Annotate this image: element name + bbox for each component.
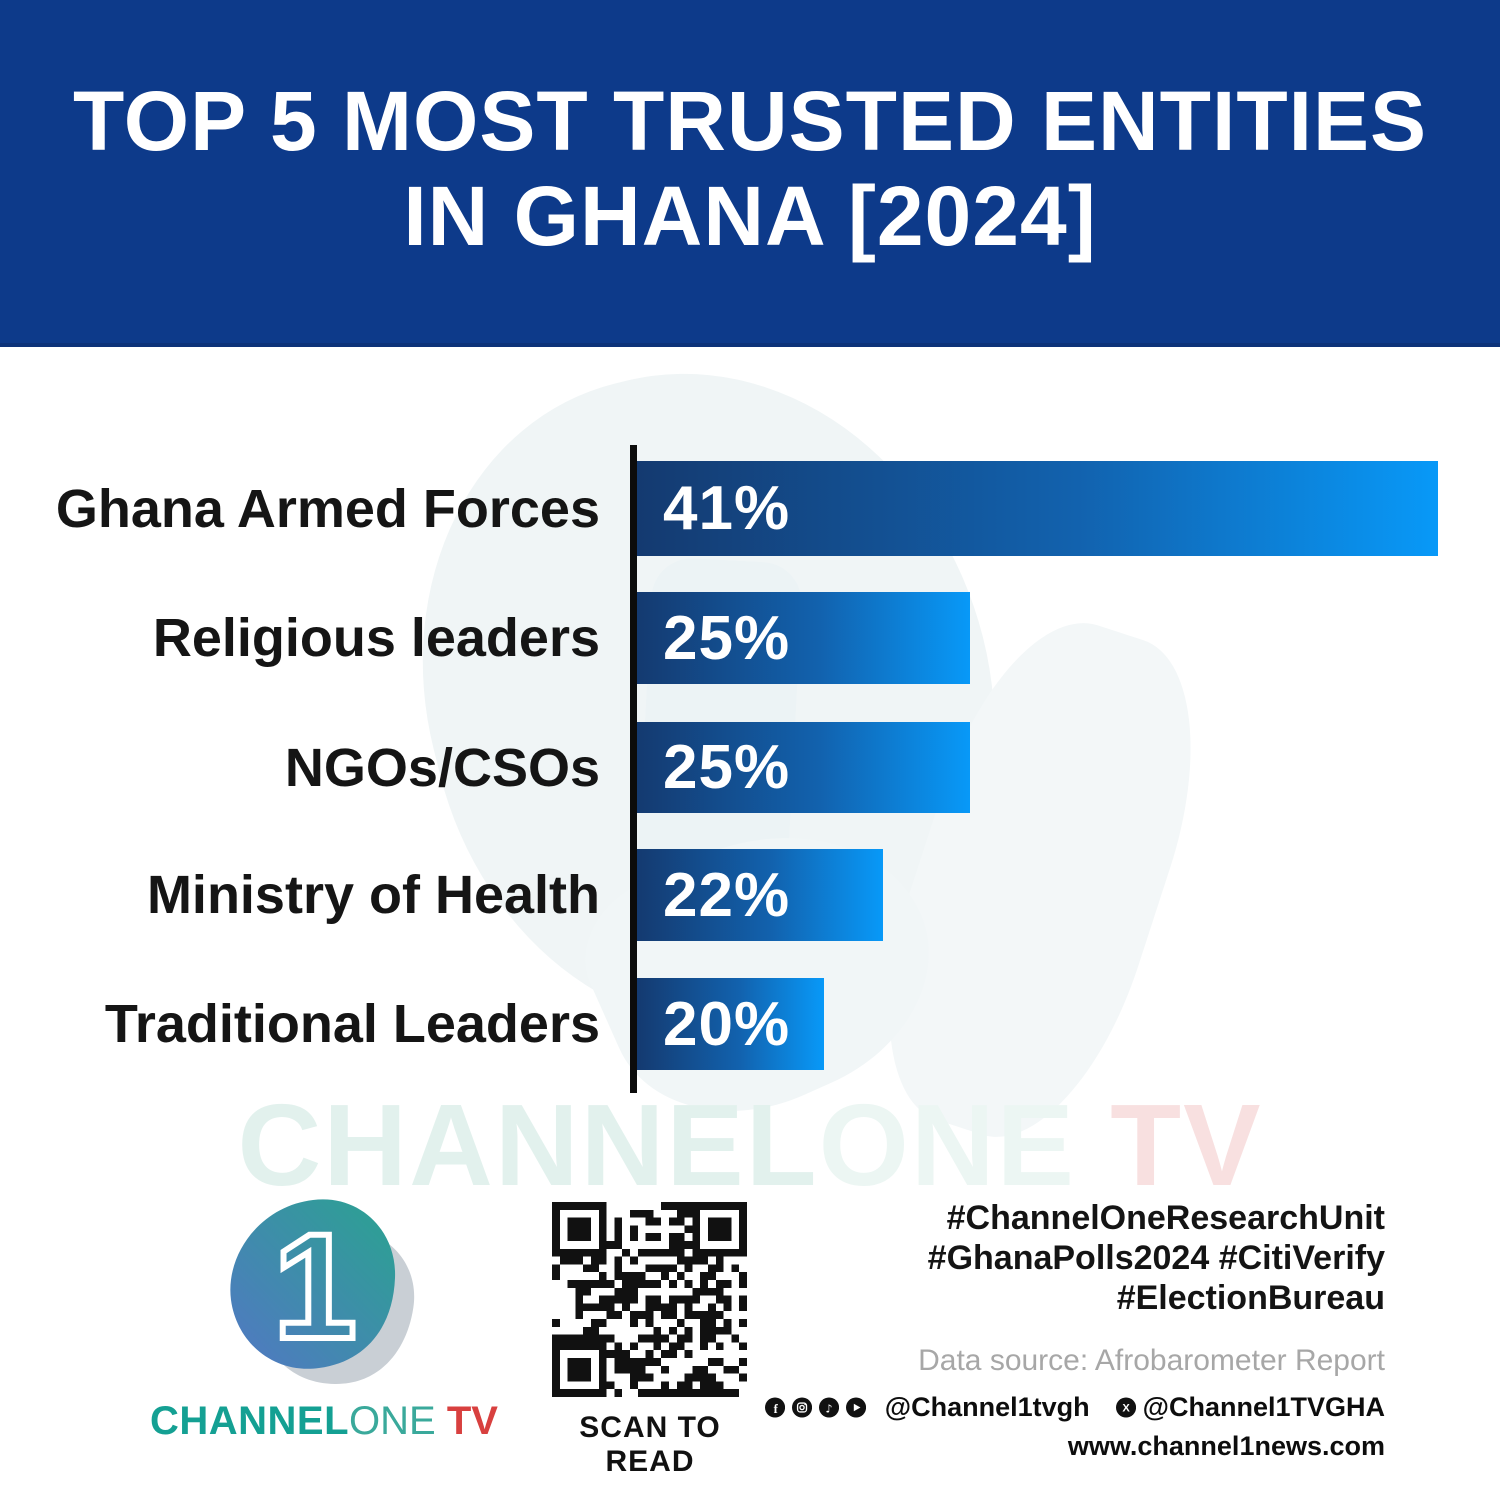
header-banner: TOP 5 MOST TRUSTED ENTITIES IN GHANA [20… bbox=[0, 0, 1500, 347]
channel-one-logo-icon: 1 bbox=[230, 1199, 415, 1384]
bar-value: 41% bbox=[663, 474, 791, 543]
hashtags-line-2: #GhanaPolls2024 #CitiVerify bbox=[927, 1239, 1385, 1277]
youtube-icon bbox=[846, 1397, 867, 1418]
bar-label: Traditional Leaders bbox=[104, 994, 600, 1054]
channel-one-logo: 1 CHANNELONE TV bbox=[150, 1192, 498, 1444]
qr-caption: SCAN TO READ bbox=[579, 1411, 721, 1478]
website-url: www.channel1news.com bbox=[1067, 1431, 1385, 1461]
social-handle-2: @Channel1TVGHA bbox=[1142, 1392, 1385, 1422]
footer-info-block: #ChannelOneResearchUnit #GhanaPolls2024 … bbox=[765, 1198, 1385, 1462]
tiktok-icon: ♪ bbox=[819, 1397, 840, 1418]
hashtags-line-3: #ElectionBureau bbox=[1116, 1279, 1385, 1317]
bar-religious-leaders: 25% bbox=[637, 592, 970, 684]
page-title: TOP 5 MOST TRUSTED ENTITIES IN GHANA [20… bbox=[73, 74, 1427, 262]
bar-label: Ghana Armed Forces bbox=[55, 478, 600, 539]
brand-one: ONE bbox=[349, 1399, 436, 1443]
hashtags-line-1: #ChannelOneResearchUnit bbox=[946, 1199, 1385, 1237]
svg-text:X: X bbox=[1122, 1403, 1130, 1415]
svg-text:♪: ♪ bbox=[826, 1402, 833, 1415]
logo-brand-text: CHANNELONE TV bbox=[150, 1399, 498, 1444]
instagram-icon bbox=[792, 1397, 813, 1418]
title-line-1: TOP 5 MOST TRUSTED ENTITIES bbox=[72, 74, 1428, 169]
watermark-part-one: ONE bbox=[818, 1080, 1076, 1210]
bar-ngos-csos: 25% bbox=[637, 722, 970, 813]
bar-value: 20% bbox=[663, 989, 791, 1059]
logo-numeral-one: 1 bbox=[273, 1202, 356, 1370]
brand-tv: TV bbox=[435, 1399, 498, 1443]
bar-value: 22% bbox=[663, 860, 791, 930]
title-line-2: IN GHANA [2024] bbox=[403, 168, 1097, 263]
qr-code-block: SCAN TO READ bbox=[552, 1202, 748, 1479]
social-handle-1: @Channel1tvgh bbox=[884, 1392, 1090, 1422]
bar-label: Ministry of Health bbox=[146, 865, 600, 925]
chart-axis-line bbox=[630, 445, 637, 1093]
social-row: f ♪ @Channel1tvgh X @Ch bbox=[765, 1392, 1385, 1423]
bar-ministry-of-health: 22% bbox=[637, 849, 883, 941]
watermark-part-tv: TV bbox=[1076, 1080, 1263, 1210]
watermark-part-channel: CHANNEL bbox=[237, 1080, 819, 1210]
bar-label: NGOs/CSOs bbox=[284, 737, 600, 798]
bar-label: Religious leaders bbox=[152, 608, 600, 668]
facebook-icon: f bbox=[765, 1397, 786, 1418]
x-icon: X bbox=[1115, 1397, 1136, 1418]
bar-value: 25% bbox=[663, 733, 791, 802]
watermark-channelone-tv: CHANNELONE TV bbox=[0, 1078, 1500, 1212]
svg-text:f: f bbox=[774, 1402, 779, 1416]
bar-value: 25% bbox=[663, 603, 791, 673]
logo-drop-shape bbox=[230, 1199, 396, 1369]
qr-code bbox=[552, 1202, 747, 1397]
data-source-text: Data source: Afrobarometer Report bbox=[918, 1344, 1385, 1377]
bar-ghana-armed-forces: 41% bbox=[637, 461, 1438, 556]
brand-channel: CHANNEL bbox=[150, 1399, 350, 1443]
bar-traditional-leaders: 20% bbox=[637, 978, 824, 1070]
